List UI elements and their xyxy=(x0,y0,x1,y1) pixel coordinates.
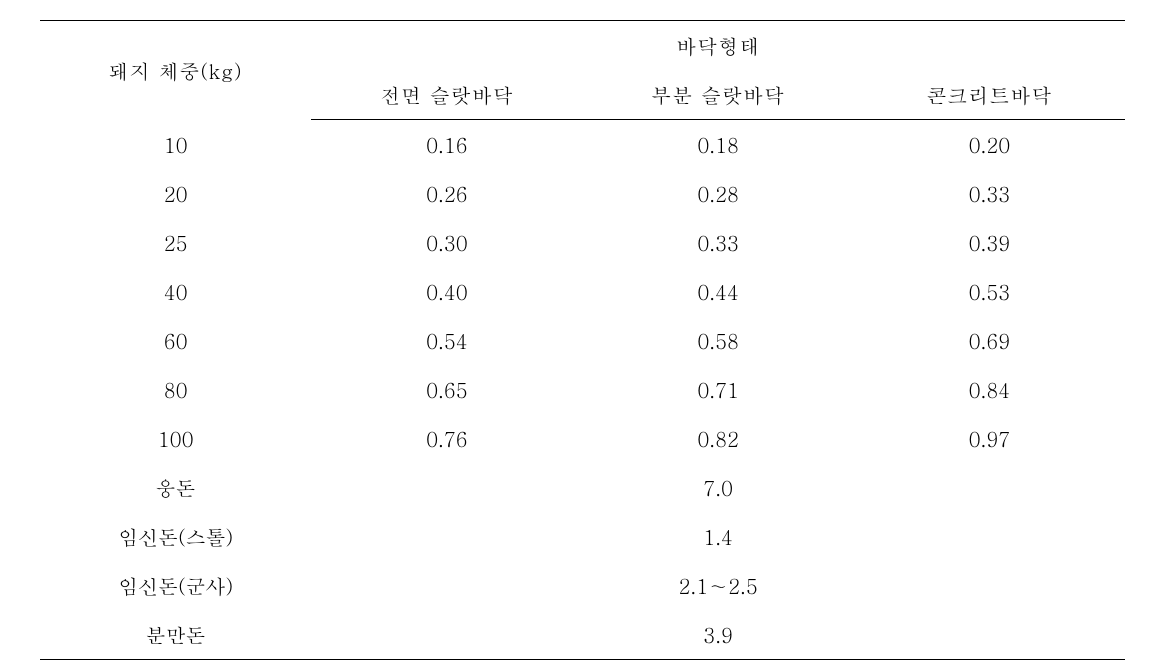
cell-value: 0.40 xyxy=(311,267,582,316)
cell-weight: 100 xyxy=(40,414,311,463)
cell-empty xyxy=(854,463,1125,512)
table-row: 임신돈(스톨) 1.4 xyxy=(40,512,1125,561)
cell-merged-value: 1.4 xyxy=(583,512,854,561)
cell-label: 임신돈(스톨) xyxy=(40,512,311,561)
header-weight: 돼지 체중(kg) xyxy=(40,21,311,120)
cell-value: 0.76 xyxy=(311,414,582,463)
table-row: 10 0.16 0.18 0.20 xyxy=(40,120,1125,170)
cell-value: 0.33 xyxy=(854,169,1125,218)
cell-value: 0.97 xyxy=(854,414,1125,463)
cell-value: 0.16 xyxy=(311,120,582,170)
cell-label: 임신돈(군사) xyxy=(40,561,311,610)
cell-value: 0.69 xyxy=(854,316,1125,365)
table-row: 100 0.76 0.82 0.97 xyxy=(40,414,1125,463)
table-body: 10 0.16 0.18 0.20 20 0.26 0.28 0.33 25 0… xyxy=(40,120,1125,660)
cell-value: 0.26 xyxy=(311,169,582,218)
cell-weight: 10 xyxy=(40,120,311,170)
cell-merged-value: 7.0 xyxy=(583,463,854,512)
cell-empty xyxy=(854,561,1125,610)
cell-empty xyxy=(854,512,1125,561)
table-header: 돼지 체중(kg) 바닥형태 전면 슬랏바닥 부분 슬랏바닥 콘크리트바닥 xyxy=(40,21,1125,120)
cell-label: 웅돈 xyxy=(40,463,311,512)
cell-weight: 80 xyxy=(40,365,311,414)
cell-value: 0.44 xyxy=(583,267,854,316)
header-col2: 부분 슬랏바닥 xyxy=(583,70,854,120)
pig-weight-floor-table: 돼지 체중(kg) 바닥형태 전면 슬랏바닥 부분 슬랏바닥 콘크리트바닥 10… xyxy=(40,20,1125,660)
table-row: 80 0.65 0.71 0.84 xyxy=(40,365,1125,414)
table-row: 웅돈 7.0 xyxy=(40,463,1125,512)
cell-value: 0.39 xyxy=(854,218,1125,267)
cell-value: 0.82 xyxy=(583,414,854,463)
cell-value: 0.18 xyxy=(583,120,854,170)
cell-value: 0.28 xyxy=(583,169,854,218)
cell-value: 0.65 xyxy=(311,365,582,414)
cell-empty xyxy=(311,561,582,610)
table-row: 60 0.54 0.58 0.69 xyxy=(40,316,1125,365)
header-col3: 콘크리트바닥 xyxy=(854,70,1125,120)
cell-weight: 40 xyxy=(40,267,311,316)
header-col1: 전면 슬랏바닥 xyxy=(311,70,582,120)
cell-value: 0.71 xyxy=(583,365,854,414)
table-row: 25 0.30 0.33 0.39 xyxy=(40,218,1125,267)
cell-empty xyxy=(854,610,1125,660)
cell-weight: 25 xyxy=(40,218,311,267)
cell-value: 0.53 xyxy=(854,267,1125,316)
cell-value: 0.54 xyxy=(311,316,582,365)
header-floor-type: 바닥형태 xyxy=(311,21,1125,71)
cell-value: 0.58 xyxy=(583,316,854,365)
cell-merged-value: 2.1∼2.5 xyxy=(583,561,854,610)
cell-empty xyxy=(311,512,582,561)
cell-value: 0.20 xyxy=(854,120,1125,170)
cell-empty xyxy=(311,463,582,512)
cell-value: 0.33 xyxy=(583,218,854,267)
table-row: 분만돈 3.9 xyxy=(40,610,1125,660)
cell-label: 분만돈 xyxy=(40,610,311,660)
cell-empty xyxy=(311,610,582,660)
header-row-1: 돼지 체중(kg) 바닥형태 xyxy=(40,21,1125,71)
cell-value: 0.84 xyxy=(854,365,1125,414)
cell-weight: 20 xyxy=(40,169,311,218)
cell-value: 0.30 xyxy=(311,218,582,267)
table-row: 임신돈(군사) 2.1∼2.5 xyxy=(40,561,1125,610)
table-row: 20 0.26 0.28 0.33 xyxy=(40,169,1125,218)
cell-weight: 60 xyxy=(40,316,311,365)
cell-merged-value: 3.9 xyxy=(583,610,854,660)
table-row: 40 0.40 0.44 0.53 xyxy=(40,267,1125,316)
